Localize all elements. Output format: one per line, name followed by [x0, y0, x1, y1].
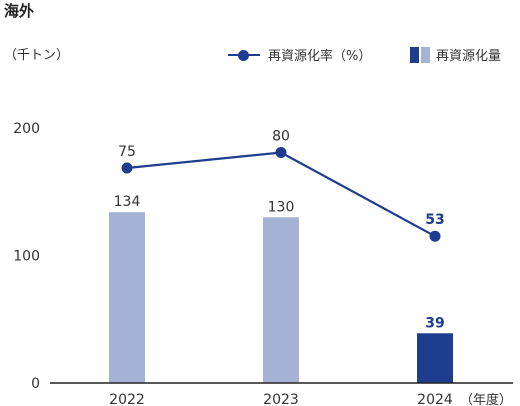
bar-value-label: 134	[114, 194, 141, 210]
rate-value-label: 80	[272, 129, 290, 145]
x-tick-label: 2023	[263, 392, 299, 406]
legend-item-amount: 再資源化量	[410, 45, 501, 64]
bar-swatch-light-icon	[421, 46, 430, 63]
y-tick-label: 100	[13, 249, 40, 265]
rate-point	[275, 147, 287, 158]
bar	[417, 333, 453, 383]
rate-value-label: 75	[118, 144, 136, 160]
x-tick-label: 2022	[109, 392, 145, 406]
y-tick-label: 0	[31, 376, 40, 392]
bar-swatch-dark-icon	[410, 46, 419, 63]
rate-point	[121, 162, 133, 174]
chart-title: 海外	[4, 2, 35, 20]
y-tick-label: 200	[13, 121, 40, 137]
bar-value-label: 39	[425, 315, 444, 331]
x-axis-unit-label: （年度）	[460, 392, 512, 406]
line-marker-icon	[228, 49, 260, 61]
legend-amount-label: 再資源化量	[436, 49, 502, 64]
legend-item-rate: 再資源化率（%）	[228, 45, 371, 64]
bar	[263, 217, 299, 383]
rate-point	[429, 230, 441, 242]
bar	[109, 212, 145, 383]
legend-rate-label: 再資源化率（%）	[268, 49, 372, 64]
rate-value-label: 53	[425, 212, 444, 228]
y-axis-unit-label: （千トン）	[4, 48, 70, 63]
bar-value-label: 130	[268, 199, 295, 215]
x-tick-label: 2024	[417, 392, 453, 406]
